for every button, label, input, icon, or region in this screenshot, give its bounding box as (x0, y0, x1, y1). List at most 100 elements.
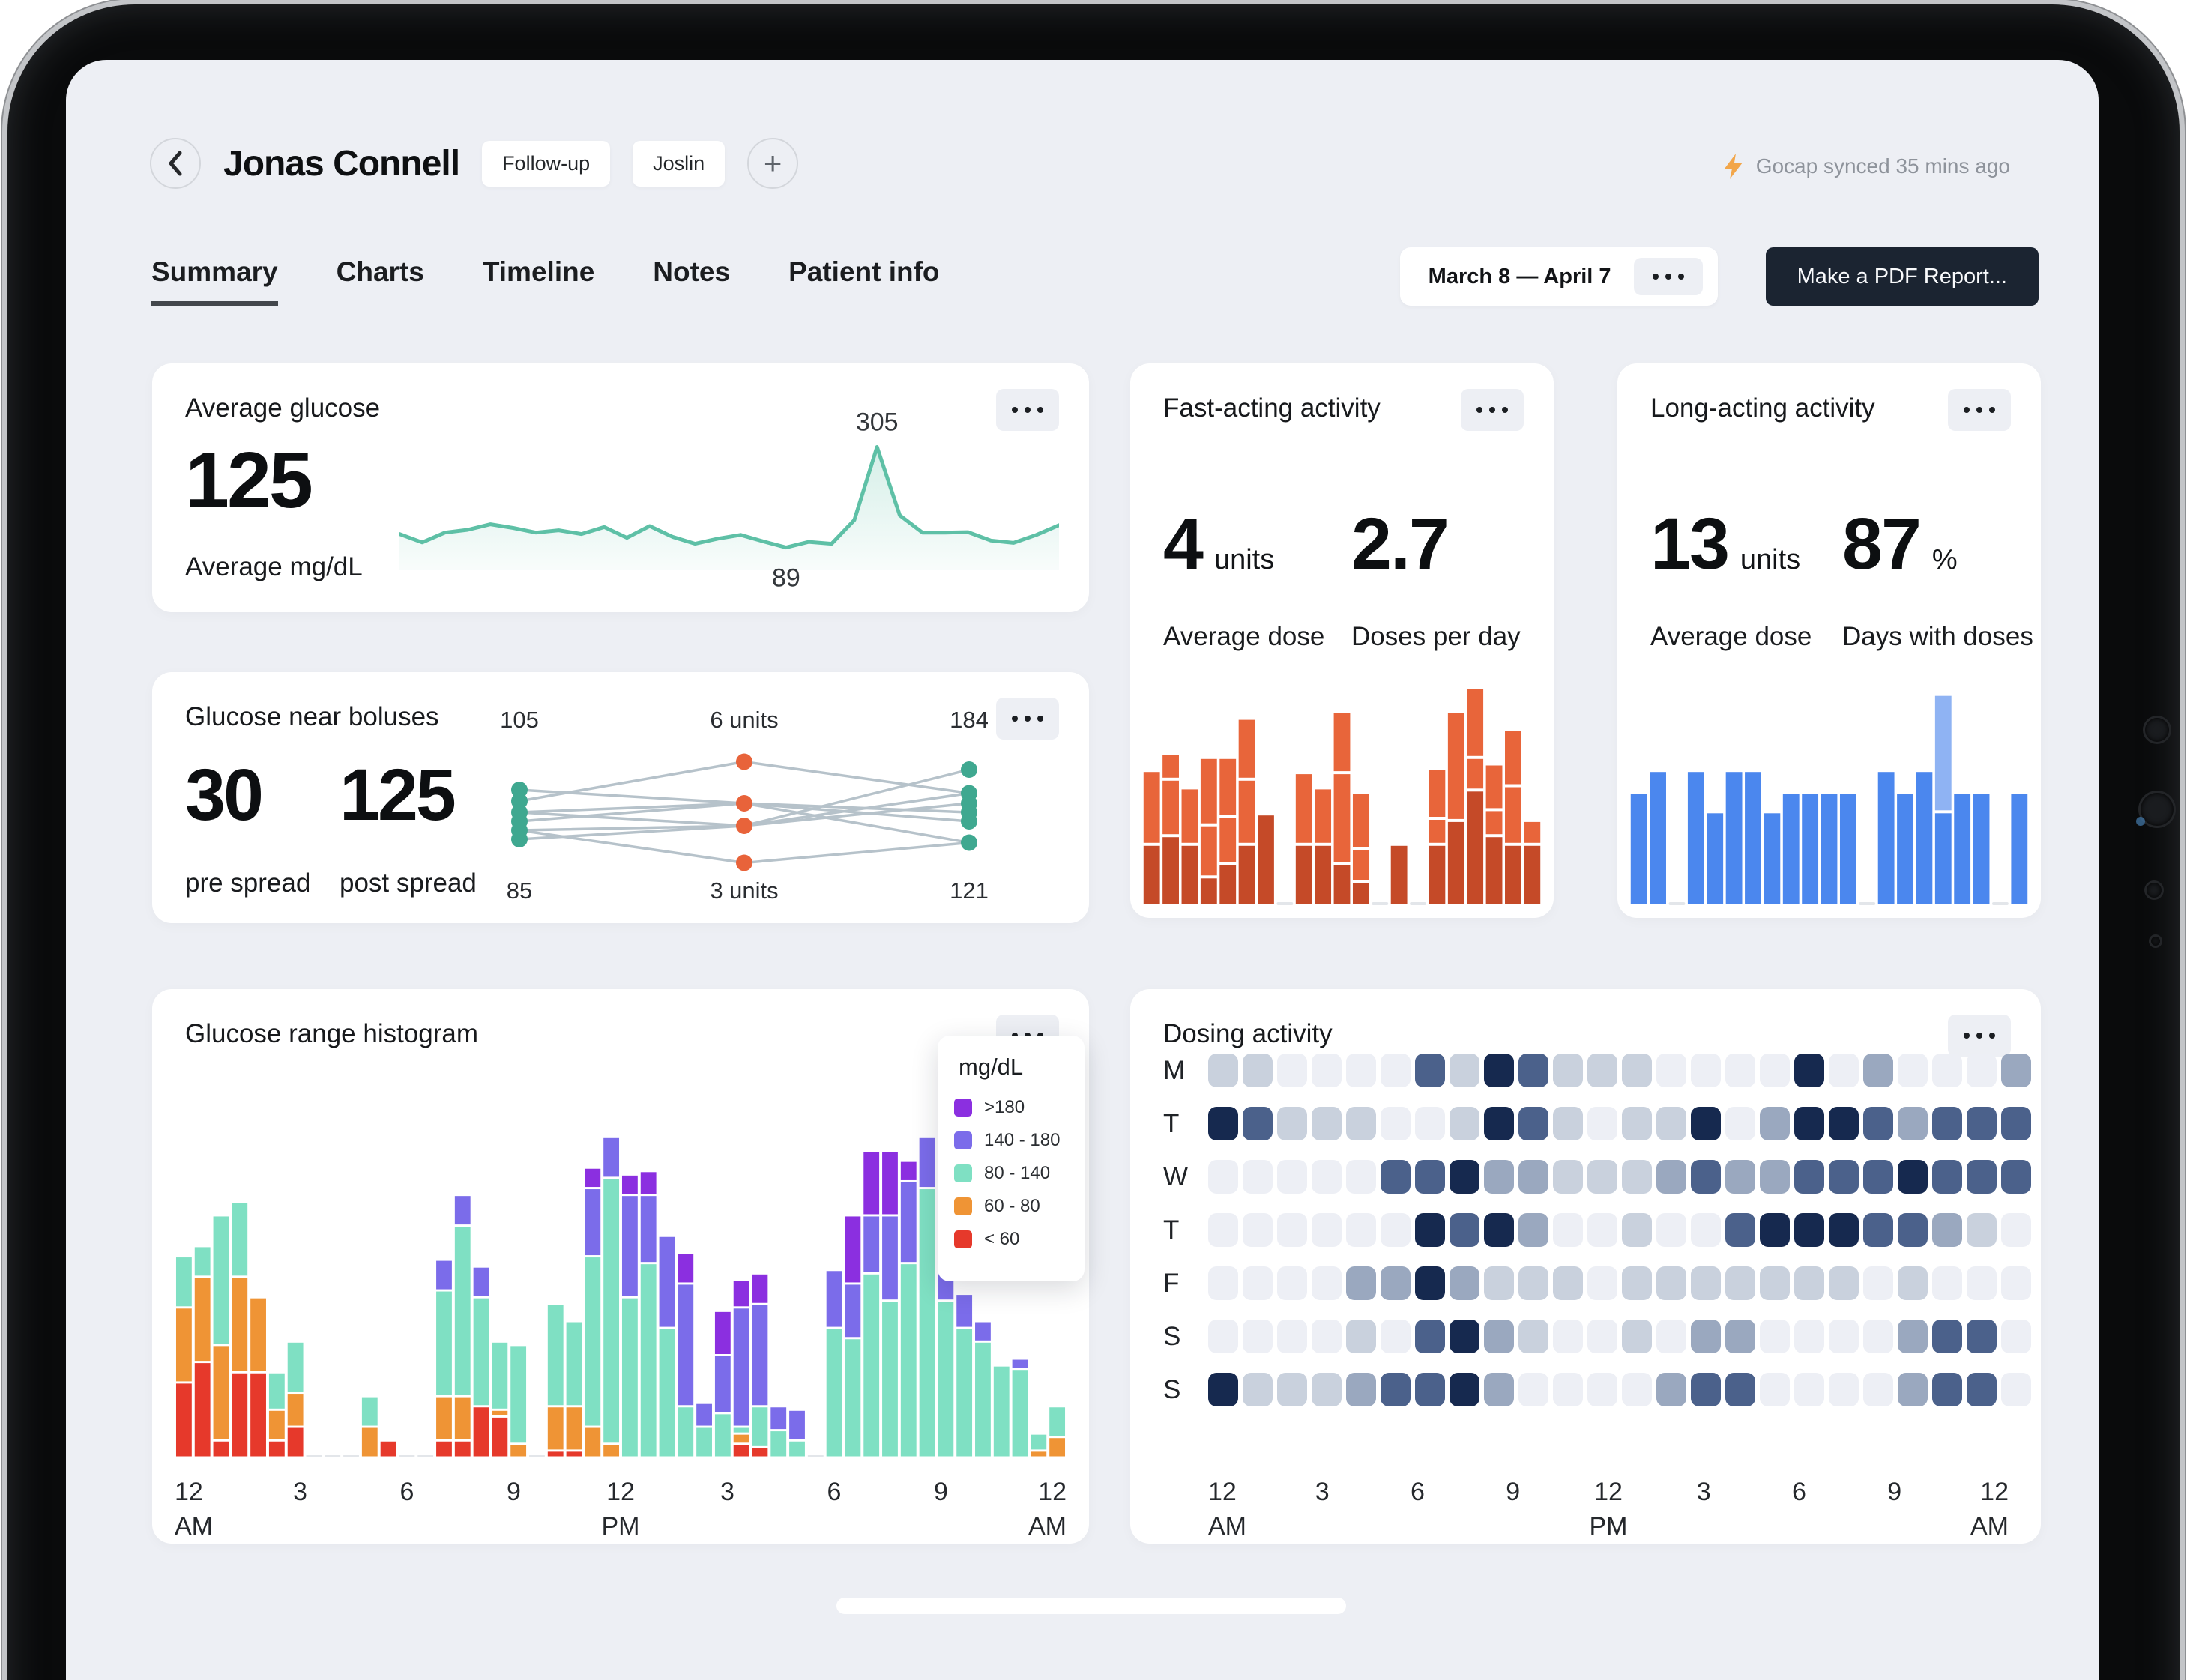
heatmap-cell (1725, 1054, 1755, 1087)
heatmap-cell (2001, 1266, 2031, 1300)
card-menu-button[interactable] (1461, 389, 1524, 431)
tag-follow-up[interactable]: Follow-up (482, 140, 611, 187)
heatmap-cell (1277, 1107, 1307, 1140)
date-range-menu-button[interactable] (1633, 258, 1703, 295)
heatmap-cell (1967, 1213, 1997, 1247)
heatmap-cell (1725, 1320, 1755, 1353)
heatmap-cell (1794, 1320, 1824, 1353)
heatmap-cell (1898, 1320, 1928, 1353)
axis-tick-label: 12 AM (1208, 1478, 1246, 1541)
heatmap-cell (1243, 1373, 1273, 1406)
tag-joslin[interactable]: Joslin (633, 140, 726, 187)
heatmap-cell (1794, 1107, 1824, 1140)
heatmap-cell (1346, 1320, 1376, 1353)
heatmap-cell (1415, 1213, 1445, 1247)
heatmap-cell (1863, 1160, 1893, 1194)
axis-tick-label: 9 (507, 1478, 521, 1506)
heatmap-cell (1243, 1160, 1273, 1194)
long-dose-label: Average dose (1650, 622, 1812, 651)
heatmap-cell (1725, 1373, 1755, 1406)
heatmap-cell (1656, 1213, 1686, 1247)
card-menu-button[interactable] (996, 389, 1059, 431)
heatmap-cell (1863, 1213, 1893, 1247)
heatmap-cell (1691, 1373, 1721, 1406)
axis-tick-label: 3 (293, 1478, 307, 1506)
heatmap-cell (1346, 1054, 1376, 1087)
heatmap-row: S (1163, 1320, 2031, 1353)
axis-tick-label: 6 (399, 1478, 414, 1506)
heatmap-row: T (1163, 1213, 2031, 1247)
heatmap-cell (1829, 1107, 1859, 1140)
heatmap-cell (1415, 1373, 1445, 1406)
scroll-indicator[interactable] (836, 1598, 1346, 1614)
tab-charts[interactable]: Charts (336, 256, 424, 287)
heatmap-cell (1381, 1160, 1411, 1194)
heatmap-cell (1967, 1107, 1997, 1140)
svg-text:89: 89 (772, 564, 800, 593)
heatmap-cell (1656, 1373, 1686, 1406)
heatmap-cell (1415, 1107, 1445, 1140)
heatmap-cell (1553, 1320, 1583, 1353)
heatmap-cell (1622, 1213, 1652, 1247)
axis-tick-label: 12 PM (1589, 1478, 1628, 1541)
card-title: Glucose near boluses (185, 702, 439, 731)
legend-item: < 60 (954, 1229, 1068, 1250)
heatmap-cell (1691, 1320, 1721, 1353)
heatmap-cell (1587, 1266, 1617, 1300)
heatmap-cell (1208, 1320, 1238, 1353)
heatmap-cell (1450, 1160, 1479, 1194)
heatmap-cell (1587, 1320, 1617, 1353)
card-average-glucose: Average glucose 125 Average mg/dL 305 89 (152, 363, 1089, 612)
heatmap-cell (1760, 1107, 1790, 1140)
tab-timeline[interactable]: Timeline (482, 256, 595, 287)
heatmap-cell (1346, 1213, 1376, 1247)
post-spread-label: post spread (340, 868, 477, 898)
heatmap-cell (1450, 1320, 1479, 1353)
heatmap-cell (2001, 1373, 2031, 1406)
heatmap-cell (1829, 1266, 1859, 1300)
heatmap-cell (1277, 1160, 1307, 1194)
axis-tick-label: 9 (934, 1478, 948, 1506)
fast-dose-label: Average dose (1163, 622, 1325, 651)
card-long-acting: Long-acting activity 13 units Average do… (1617, 363, 2041, 918)
heatmap-cell (2001, 1160, 2031, 1194)
heatmap-cell (1863, 1107, 1893, 1140)
heatmap-cell (1622, 1160, 1652, 1194)
heatmap-cell (1622, 1054, 1652, 1087)
heatmap-cell (1484, 1373, 1514, 1406)
card-menu-button[interactable] (1948, 389, 2011, 431)
add-tag-button[interactable]: + (747, 138, 799, 189)
heatmap-cell (1725, 1266, 1755, 1300)
heatmap-cell (1794, 1373, 1824, 1406)
heatmap-cell (2001, 1320, 2031, 1353)
tab-patient-info[interactable]: Patient info (788, 256, 940, 287)
heatmap-cell (1794, 1266, 1824, 1300)
heatmap-row-label: S (1163, 1321, 1181, 1351)
back-button[interactable] (150, 138, 201, 189)
legend-label: 80 - 140 (984, 1163, 1051, 1183)
heatmap-cell (1346, 1266, 1376, 1300)
card-menu-button[interactable] (1948, 1015, 2011, 1057)
heatmap-cell (1656, 1054, 1686, 1087)
heatmap-cell (1518, 1054, 1548, 1087)
legend-label: < 60 (984, 1229, 1020, 1249)
heatmap-cell (1898, 1373, 1928, 1406)
heatmap-cell (1312, 1213, 1342, 1247)
heatmap-cell (1622, 1320, 1652, 1353)
card-menu-button[interactable] (996, 698, 1059, 740)
legend-swatch-icon (954, 1230, 972, 1248)
post-spread-value: 125 (340, 754, 456, 836)
tab-summary[interactable]: Summary (151, 256, 278, 306)
tab-notes[interactable]: Notes (653, 256, 731, 287)
heatmap-cell (1346, 1373, 1376, 1406)
pre-spread-label: pre spread (185, 868, 311, 898)
axis-tick-label: 12 AM (1970, 1478, 2009, 1541)
heatmap-cell (1415, 1160, 1445, 1194)
heatmap-cell (1725, 1213, 1755, 1247)
heatmap-cell (1898, 1054, 1928, 1087)
date-range-picker[interactable]: March 8 — April 7 (1399, 247, 1718, 306)
heatmap-cell (1898, 1160, 1928, 1194)
make-pdf-report-button[interactable]: Make a PDF Report... (1765, 247, 2039, 306)
legend-swatch-icon (954, 1131, 972, 1149)
heatmap-cell (2001, 1054, 2031, 1087)
